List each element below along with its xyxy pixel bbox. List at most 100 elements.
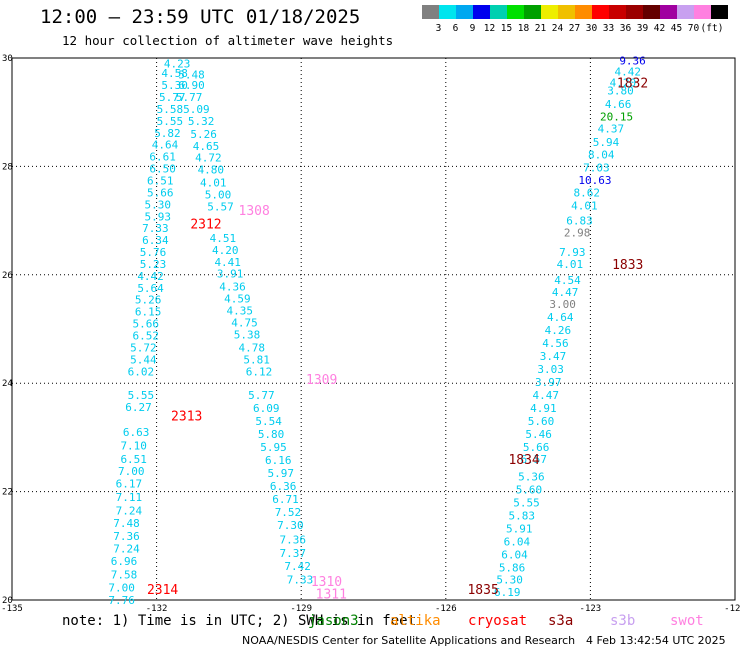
wave-height-value: 4.75 [231,316,258,329]
wave-height-value: 6.16 [265,454,292,467]
wave-height-value: 8.04 [588,148,615,161]
wave-height-value: 4.54 [554,274,581,287]
wave-height-value: 5.00 [205,189,232,202]
wave-height-value: 10.63 [578,174,611,187]
legend-label: 21 [534,23,547,34]
wave-height-value: 6.15 [135,306,162,319]
wave-height-value: 5.94 [593,136,620,149]
legend-label: 70 [687,23,700,34]
wave-height-value: 6.50 [149,163,176,176]
wave-height-value: 4.78 [239,341,265,354]
legend-swatch [524,5,541,19]
satellite-legend-item: swot [670,613,704,629]
wave-height-value: 6.83 [566,215,593,228]
wave-height-value: 5.77 [176,91,203,104]
wave-height-value: 4.91 [530,402,557,415]
legend-swatch [677,5,694,19]
legend-swatch [422,5,439,19]
pass-time-label: 1308 [239,204,270,219]
wave-height-value: 7.10 [120,440,147,453]
wave-height-value: 5.80 [258,428,285,441]
wave-height-value: 3.00 [549,298,576,311]
pass-time-label: 2312 [190,217,221,232]
wave-height-value: 5.57 [207,201,234,214]
wave-height-value: 5.23 [140,258,167,271]
wave-height-value: 4.66 [605,98,632,111]
wave-height-value: 9.36 [619,55,646,68]
wave-height-value: 7.52 [275,506,302,519]
x-tick-label: -126 [435,604,457,614]
pass-time-label: 1310 [311,575,342,590]
wave-height-value: 5.64 [137,282,164,295]
wave-height-value: 7.33 [142,222,169,235]
wave-height-value: 6.02 [128,365,154,378]
satellite-legend-item: cryosat [468,613,528,629]
wave-height-value: 5.60 [516,483,543,496]
footer-note: note: 1) Time is in UTC; 2) SWH is in fe… [62,613,417,629]
y-tick-label: 20 [2,596,13,606]
wave-height-value: 5.95 [260,441,287,454]
wave-height-value: 4.64 [547,311,574,324]
pass-time-label: 1311 [316,587,347,602]
legend-swatch [541,5,558,19]
wave-height-value: 6.27 [125,401,151,414]
wave-height-value: 4.36 [219,281,246,294]
satellite-legend-item: s3b [610,613,636,629]
wave-height-value: 4.58 [161,67,188,80]
x-tick-label: -123 [580,604,602,614]
wave-height-value: 5.44 [130,353,157,366]
wave-height-value: 6.51 [147,174,174,187]
wave-height-value: 5.36 [518,470,545,483]
legend-swatch [711,5,728,19]
generation-timestamp: 4 Feb 13:42:54 UTC 2025 [586,634,726,647]
wave-height-value: 4.47 [552,286,579,299]
satellite-legend-item: s3a [548,613,574,629]
x-tick-label: -129 [290,604,312,614]
wave-height-value: 5.93 [145,210,172,223]
wave-height-value: 6.63 [123,426,150,439]
wave-height-value: 7.00 [108,582,134,595]
legend-label: (ft) [700,23,724,34]
legend-label: 33 [602,23,615,34]
wave-height-value: 4.01 [200,177,227,190]
wave-height-value: 4.20 [610,76,637,89]
wave-height-value: 5.55 [513,496,540,509]
wave-height-value: 5.81 [243,353,269,366]
wave-height-value: 5.54 [255,415,282,428]
wave-height-value: 3.47 [540,350,567,363]
wave-height-value: 5.60 [528,415,555,428]
wave-height-value: 4.41 [214,256,241,269]
wave-height-value: 5.38 [234,328,261,341]
wave-height-value: 4.42 [137,270,164,283]
chart-subtitle: 12 hour collection of altimeter wave hei… [62,33,394,48]
y-tick-label: 30 [2,54,13,64]
legend-swatch [609,5,626,19]
pass-time-label: 2313 [171,410,202,425]
wave-height-value: 5.66 [147,186,174,199]
wave-height-value: 6.61 [149,151,176,164]
wave-height-value: 7.03 [583,161,610,174]
wave-height-value: 5.97 [267,467,294,480]
wave-height-value: 6.90 [178,79,205,92]
wave-height-value: 7.33 [287,573,314,586]
wave-height-value: 7.93 [559,246,586,259]
y-tick-label: 28 [2,162,13,172]
wave-height-value: 5.30 [496,573,523,586]
y-tick-label: 26 [2,271,13,281]
wave-height-value: 5.26 [135,294,162,307]
pass-time-label: 1834 [508,453,539,468]
wave-height-value: 5.76 [140,246,167,259]
wave-height-value: 4.65 [193,140,220,153]
wave-height-value: 7.24 [116,505,143,518]
wave-height-value: 20.15 [600,111,633,124]
wave-height-value: 6.04 [501,548,528,561]
legend-swatch [439,5,456,19]
satellite-legend-item: altika [390,613,441,629]
wave-height-value: 5.82 [154,127,181,140]
legend-label: 9 [469,23,476,34]
pass-time-label: 1309 [306,373,337,388]
wave-height-value: 7.00 [118,465,145,478]
wave-height-value: 5.58 [157,103,184,116]
wave-height-value: 5.72 [130,341,157,354]
